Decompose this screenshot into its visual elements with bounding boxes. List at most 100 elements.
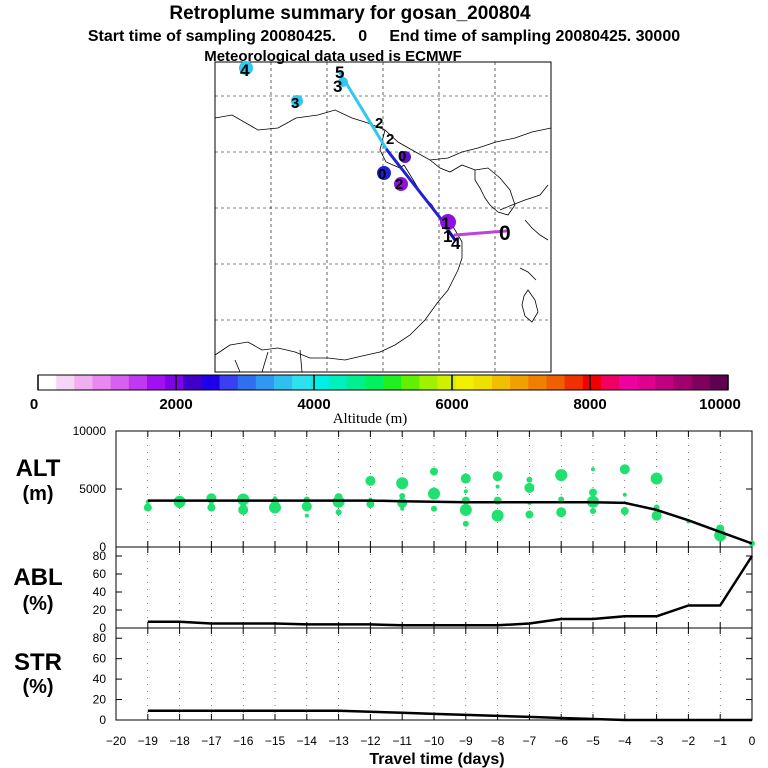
colorbar-cell — [310, 375, 330, 390]
x-axis-title: Travel time (days) — [369, 751, 504, 768]
altitude-cluster-dot — [431, 505, 437, 512]
alt-ylabel: ALT — [16, 455, 61, 482]
x-tick-label: −17 — [201, 734, 222, 748]
y-tick-label: 0 — [99, 621, 106, 635]
altitude-cluster-dot — [460, 473, 471, 484]
colorbar-tick-label: 6000 — [435, 396, 468, 413]
str-series-line — [147, 709, 752, 722]
altitude-cluster-dot — [463, 489, 468, 494]
colorbar-cell — [528, 375, 548, 390]
altitude-cluster-dot — [591, 467, 595, 472]
colorbar-cell — [401, 375, 420, 390]
x-tick-label: −5 — [586, 734, 600, 748]
altitude-cluster-dot — [396, 477, 409, 490]
map-frame — [214, 61, 552, 373]
altitude-cluster-dot — [526, 476, 533, 483]
track-label: 1 — [441, 214, 450, 233]
colorbar-cell — [274, 375, 293, 390]
x-tick-label: −9 — [459, 734, 473, 748]
str-ylabel-unit: (%) — [22, 676, 53, 698]
track-label: 0 — [398, 148, 406, 165]
altitude-cluster-dot — [555, 469, 568, 482]
colorbar-cell — [128, 375, 148, 390]
y-tick-label: 20 — [93, 693, 107, 707]
map-gridlines — [215, 62, 551, 372]
colorbar-cell — [74, 375, 94, 390]
trajectory-segment-high — [338, 71, 389, 152]
altitude-cluster-dot — [495, 484, 500, 489]
x-tick-label: −4 — [618, 734, 632, 748]
colorbar-cell — [56, 375, 75, 390]
colorbar-tick-label: 4000 — [297, 396, 330, 413]
colorbar-cell — [183, 375, 203, 390]
altitude-cluster-dot — [400, 506, 405, 511]
colorbar-cell — [419, 375, 439, 390]
colorbar-cell — [38, 375, 57, 390]
colorbar-cell — [110, 375, 130, 390]
altitude-cluster-dot — [176, 502, 183, 509]
x-tick-label: −20 — [106, 734, 127, 748]
track-label: 2 — [375, 115, 383, 132]
y-tick-label: 60 — [93, 567, 107, 581]
colorbar-cell — [491, 375, 511, 390]
altitude-cluster-dot — [143, 503, 152, 512]
colorbar-tick-labels: 0 2000 4000 6000 8000 10000 — [30, 396, 741, 413]
colorbar-cell — [201, 375, 221, 390]
altitude-cluster-dot — [619, 464, 630, 475]
x-tick-label: −8 — [491, 734, 505, 748]
x-tick-label: −2 — [682, 734, 696, 748]
abl-panel: 0 20 40 60 80 — [93, 546, 754, 635]
cluster-circles — [239, 61, 456, 230]
cluster-circle — [338, 77, 348, 87]
x-tick-label: −18 — [169, 734, 190, 748]
alt-ylabel-unit: (m) — [22, 483, 53, 505]
colorbar-cell — [364, 375, 384, 390]
altitude-cluster-dot — [365, 475, 376, 486]
colorbar-cell — [582, 375, 602, 390]
colorbar-cell — [346, 375, 366, 390]
x-tick-label: −14 — [297, 734, 318, 748]
trajectory-path — [338, 71, 508, 242]
met-data-line: Meteorological data used is ECMWF — [204, 48, 462, 65]
track-label: 0 — [499, 222, 511, 245]
colorbar-cells — [38, 375, 729, 390]
y-tick-label: 10000 — [73, 424, 107, 438]
altitude-cluster-dot — [335, 509, 342, 516]
altitude-cluster-dot — [590, 508, 596, 515]
altitude-cluster-dot — [650, 472, 663, 485]
colorbar-cell — [673, 375, 693, 390]
altitude-cluster-dot — [556, 507, 567, 518]
track-label: 0 — [378, 166, 386, 183]
colorbar-cell — [691, 375, 711, 390]
altitude-cluster-dot — [525, 510, 534, 519]
colorbar-cell — [92, 375, 112, 390]
track-label: 4 — [451, 234, 461, 253]
trajectory-segment-mid — [385, 148, 450, 230]
track-label: 4 — [240, 61, 250, 80]
altitude-cluster-dot — [269, 501, 281, 514]
track-label: 1 — [443, 227, 452, 246]
x-tick-label: −16 — [233, 734, 254, 748]
altitude-cluster-dot — [524, 482, 535, 493]
colorbar-cell — [619, 375, 638, 390]
track-label: 2 — [395, 176, 403, 193]
altitude-cluster-dot — [622, 492, 627, 497]
x-tick-label: −11 — [392, 734, 412, 748]
colorbar-cell — [165, 375, 184, 390]
cluster-circle — [394, 177, 408, 191]
x-tick-label: 0 — [749, 734, 756, 748]
track-labels: 4 5 3 3 2 2 0 2 0 1 1 4 0 — [240, 61, 511, 253]
str-ylabel: STR — [14, 649, 62, 676]
altitude-colorbar: 0 2000 4000 6000 8000 10000 Altitude (m) — [30, 374, 741, 427]
track-label: 5 — [335, 63, 344, 82]
altitude-cluster-dot — [304, 513, 309, 518]
altitude-cluster-dot — [589, 488, 597, 497]
colorbar-cell — [637, 375, 656, 390]
altitude-cluster-dot — [397, 497, 408, 508]
x-tick-label: −6 — [554, 734, 568, 748]
figure-title: Retroplume summary for gosan_200804 — [169, 3, 531, 24]
sampling-time-line: Start time of sampling 20080425. 0 End t… — [88, 28, 680, 45]
altitude-cluster-dot — [492, 471, 503, 482]
colorbar-cell — [383, 375, 402, 390]
